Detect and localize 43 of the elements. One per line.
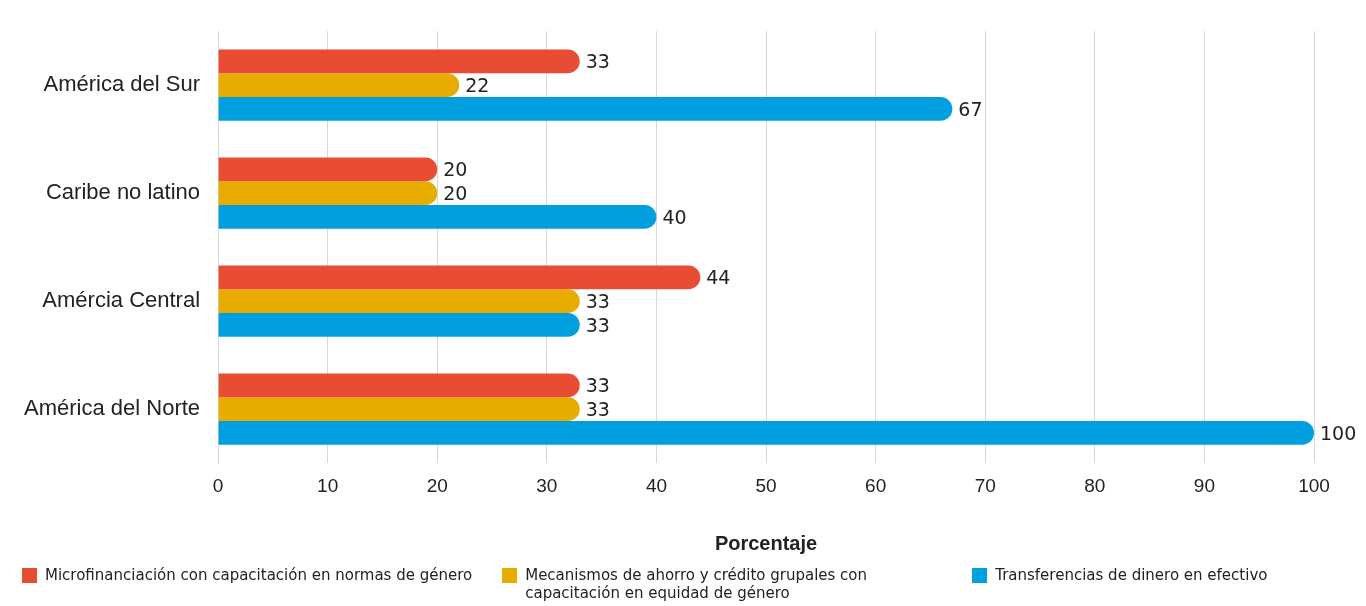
bar bbox=[218, 313, 580, 337]
bar bbox=[218, 397, 580, 422]
x-axis-title: Porcentaje bbox=[714, 531, 818, 554]
data-label: 40 bbox=[662, 205, 687, 228]
bar bbox=[218, 421, 1314, 445]
x-tick-label: 40 bbox=[645, 474, 668, 496]
data-label: 100 bbox=[1320, 421, 1357, 444]
data-label: 44 bbox=[706, 266, 731, 289]
x-tick-label: 60 bbox=[865, 474, 887, 496]
bar bbox=[218, 373, 580, 398]
x-tick-label: 0 bbox=[212, 474, 224, 496]
x-tick-label: 10 bbox=[317, 474, 339, 496]
x-tick-label: 50 bbox=[755, 474, 777, 496]
bar bbox=[218, 205, 657, 229]
bar bbox=[218, 181, 438, 206]
x-tick-label: 80 bbox=[1084, 474, 1106, 496]
data-label: 20 bbox=[443, 158, 468, 181]
bar bbox=[218, 97, 953, 121]
legend-label: Mecanismos de ahorro y crédito grupales con capacitación en equidad de género bbox=[525, 566, 869, 602]
data-label: 67 bbox=[958, 97, 983, 120]
y-tick-label: Amércia Central bbox=[42, 287, 201, 313]
legend-label: Transferencias de dinero en efectivo bbox=[995, 566, 1268, 584]
x-tick-label: 30 bbox=[536, 474, 558, 496]
y-tick-label: Caribe no latino bbox=[45, 179, 201, 205]
data-label: 33 bbox=[585, 313, 610, 336]
data-label: 33 bbox=[585, 50, 610, 73]
bar bbox=[218, 265, 701, 290]
data-label: 33 bbox=[585, 290, 610, 313]
y-tick-label: América del Norte bbox=[23, 395, 201, 421]
y-tick-label: América del Sur bbox=[43, 71, 201, 97]
x-tick-label: 100 bbox=[1298, 474, 1330, 496]
x-tick-label: 90 bbox=[1193, 474, 1215, 496]
bar bbox=[218, 73, 460, 98]
data-label: 33 bbox=[585, 374, 610, 397]
data-label: 20 bbox=[443, 182, 468, 205]
bar bbox=[218, 157, 438, 182]
bar bbox=[218, 289, 580, 314]
data-label: 33 bbox=[585, 398, 610, 421]
bar bbox=[218, 49, 580, 74]
data-label: 22 bbox=[465, 74, 490, 97]
legend-label: Microfinanciación con capacitación en normas de género bbox=[45, 566, 473, 584]
x-tick-label: 20 bbox=[426, 474, 448, 496]
x-tick-label: 70 bbox=[974, 474, 996, 496]
